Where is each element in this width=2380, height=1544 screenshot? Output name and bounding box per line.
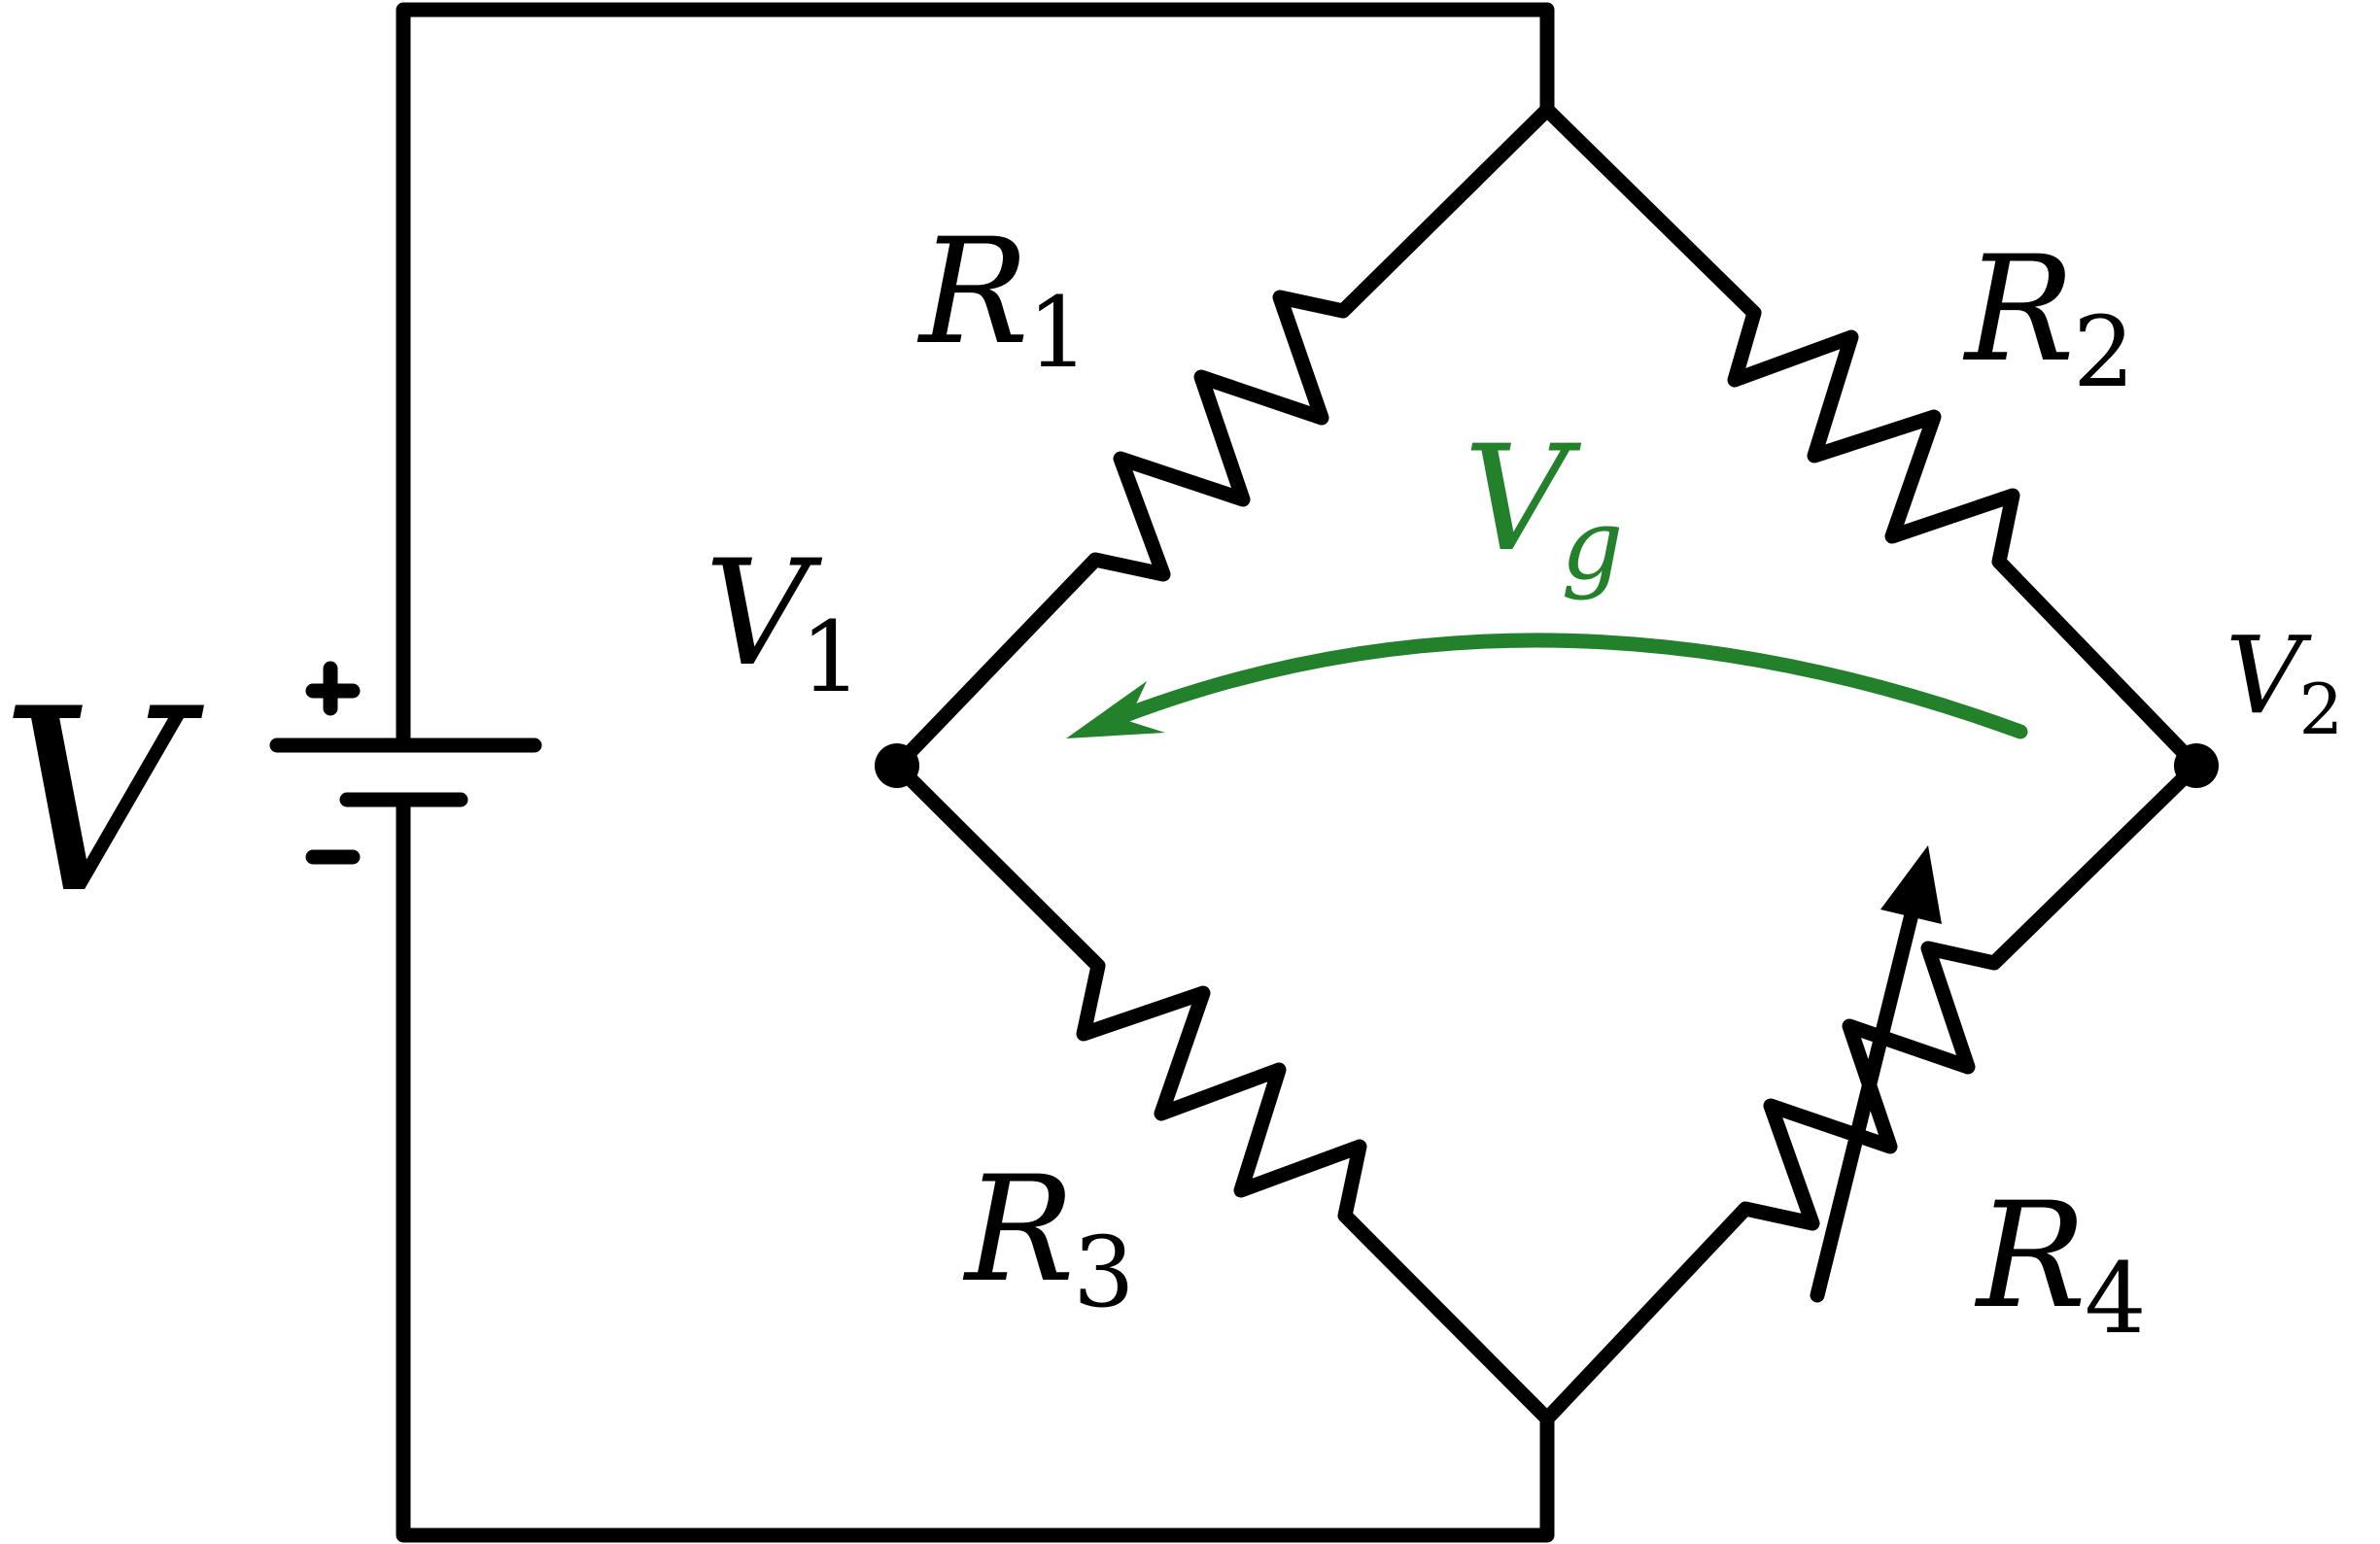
label-r4: R4 — [1974, 1172, 2147, 1355]
node-v1 — [875, 743, 919, 788]
label-r2: R2 — [1962, 225, 2135, 409]
r4-variable-arrow-shaft — [1810, 903, 1920, 1303]
label-v2: V2 — [2225, 613, 2343, 750]
battery-plus-sign — [305, 661, 361, 716]
resistor-r2 — [1539, 102, 2204, 773]
label-r3: R3 — [962, 1146, 1135, 1329]
bottom-supply-wire — [396, 796, 1555, 1543]
label-v1: V1 — [705, 530, 862, 714]
label-source-v: V — [0, 656, 205, 949]
resistor-r3 — [889, 758, 1555, 1426]
node-v2 — [2174, 743, 2219, 788]
label-r1: R1 — [916, 208, 1089, 390]
r4-variable-arrow-head — [1880, 845, 1942, 924]
label-vg: Vg — [1464, 415, 1623, 601]
vg-arrow-curve — [1100, 633, 2028, 739]
top-supply-wire — [396, 2, 1555, 753]
vg-arrow-head — [1066, 681, 1165, 738]
resistor-r1 — [889, 102, 1555, 773]
